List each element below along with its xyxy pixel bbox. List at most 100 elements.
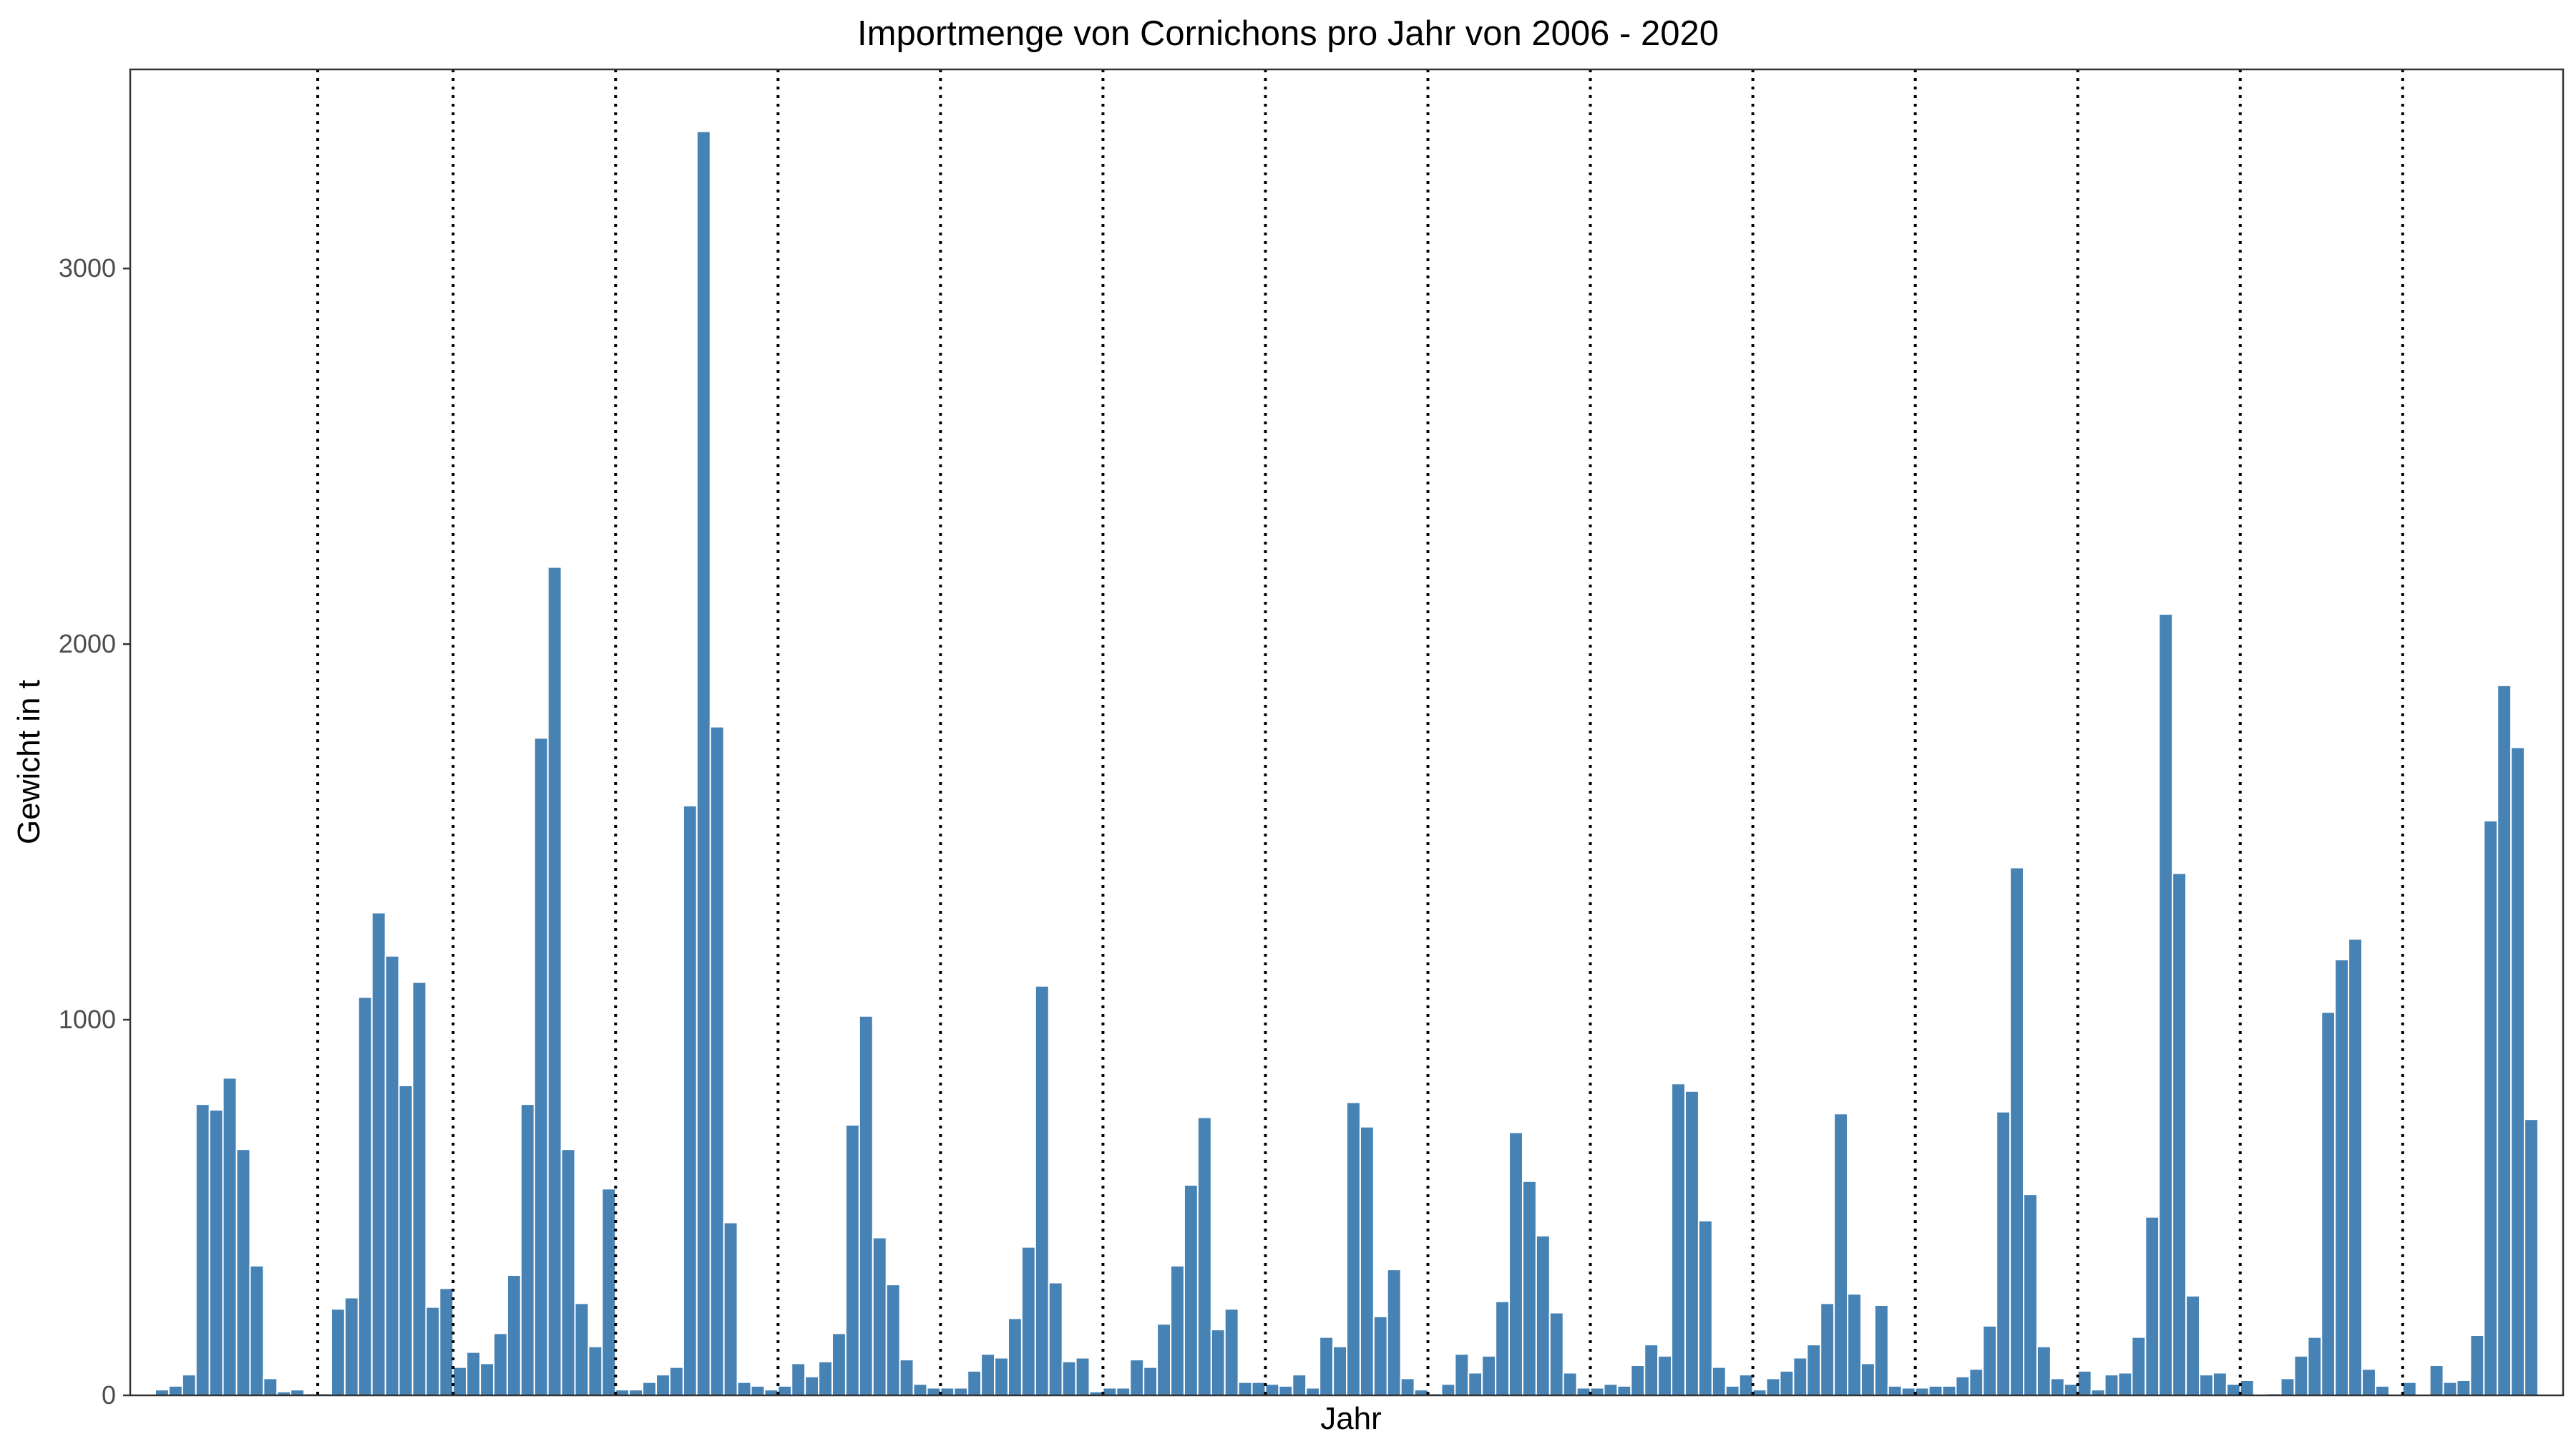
bar xyxy=(2185,1294,2200,1397)
bar xyxy=(1129,1359,1145,1397)
bar xyxy=(1061,1360,1077,1397)
bar xyxy=(1183,1184,1199,1397)
bar xyxy=(2023,1194,2038,1397)
bar xyxy=(709,726,725,1396)
bar xyxy=(2469,1335,2485,1397)
bar xyxy=(1278,1385,1294,1397)
bar xyxy=(1468,1372,1483,1396)
bar xyxy=(249,1264,265,1397)
bar xyxy=(872,1236,887,1397)
bar xyxy=(357,996,373,1396)
bar xyxy=(2158,613,2174,1396)
bar xyxy=(2293,1355,2309,1397)
bar xyxy=(940,1387,955,1396)
bar xyxy=(2361,1368,2376,1396)
bar xyxy=(587,1345,603,1397)
bar xyxy=(2374,1385,2390,1397)
bar xyxy=(1724,1385,1740,1397)
bar xyxy=(1901,1387,1916,1396)
bar xyxy=(1156,1323,1172,1397)
bar xyxy=(181,1374,197,1397)
bar xyxy=(668,1366,684,1397)
bar xyxy=(1075,1357,1091,1397)
bar xyxy=(642,1381,658,1397)
bar xyxy=(1048,1282,1063,1397)
bar xyxy=(1224,1308,1239,1397)
bar xyxy=(1237,1381,1253,1397)
bar xyxy=(2280,1377,2296,1397)
bar xyxy=(980,1353,996,1397)
bar xyxy=(682,804,698,1396)
bar xyxy=(1210,1329,1226,1397)
bar xyxy=(371,912,386,1396)
bar xyxy=(222,1077,238,1397)
bar xyxy=(1779,1370,1795,1397)
bar xyxy=(2009,867,2025,1396)
plot-panel-border xyxy=(129,68,2565,1397)
bar xyxy=(1914,1387,1930,1396)
bar xyxy=(2321,1011,2336,1396)
bar xyxy=(777,1385,793,1397)
bar xyxy=(411,981,427,1396)
bar xyxy=(560,1148,576,1397)
chart-title: Importmenge von Cornichons pro Jahr von … xyxy=(857,14,1719,53)
bar xyxy=(235,1148,251,1397)
bar xyxy=(1847,1293,1862,1397)
bar xyxy=(2117,1372,2133,1396)
bar xyxy=(384,955,400,1396)
bar xyxy=(2049,1377,2065,1397)
bar xyxy=(1143,1366,1158,1397)
bar xyxy=(547,566,562,1396)
bar xyxy=(2225,1383,2241,1396)
bar xyxy=(574,1302,590,1397)
bar xyxy=(1521,1180,1537,1397)
bar xyxy=(2131,1336,2147,1397)
bar xyxy=(1833,1113,1849,1397)
bar xyxy=(1697,1219,1713,1397)
bar xyxy=(1644,1344,1659,1397)
bar xyxy=(1170,1264,1185,1397)
bar xyxy=(167,1385,183,1397)
bar xyxy=(804,1375,820,1396)
bar xyxy=(1792,1357,1808,1397)
bar xyxy=(2239,1380,2255,1396)
bar xyxy=(953,1387,969,1396)
bar xyxy=(858,1015,874,1396)
bar xyxy=(1928,1385,1943,1397)
y-axis-label: Gewicht in t xyxy=(11,680,47,844)
bar xyxy=(1765,1377,1781,1397)
bar xyxy=(439,1287,454,1397)
bar xyxy=(1372,1315,1388,1397)
bar xyxy=(1860,1362,1875,1397)
bar xyxy=(2104,1374,2119,1397)
bar xyxy=(2145,1216,2160,1397)
bar xyxy=(2212,1372,2228,1396)
bar xyxy=(2483,819,2499,1396)
bar xyxy=(2348,938,2363,1396)
bar xyxy=(2510,746,2526,1396)
bar xyxy=(1806,1344,1822,1397)
bar xyxy=(2063,1383,2079,1396)
y-tick-label: 3000 xyxy=(59,253,116,283)
bar xyxy=(1251,1381,1267,1397)
bar xyxy=(1196,1116,1212,1397)
bar xyxy=(1535,1234,1551,1397)
bar xyxy=(1873,1304,1889,1397)
bar xyxy=(1508,1131,1523,1397)
bar xyxy=(466,1351,482,1397)
bar xyxy=(967,1370,982,1397)
year-separators xyxy=(316,69,2404,1395)
bar xyxy=(2401,1381,2417,1397)
bar xyxy=(912,1383,928,1396)
y-axis: 0 1000 2000 3000 xyxy=(59,253,130,1410)
bar xyxy=(2172,872,2187,1396)
bar xyxy=(398,1084,414,1397)
bar xyxy=(696,130,711,1397)
bar xyxy=(2036,1345,2051,1397)
x-axis-label: Jahr xyxy=(1320,1401,1382,1436)
bar xyxy=(1684,1090,1699,1397)
bar xyxy=(1305,1387,1321,1396)
bar xyxy=(1264,1383,1280,1396)
bar xyxy=(750,1385,766,1397)
